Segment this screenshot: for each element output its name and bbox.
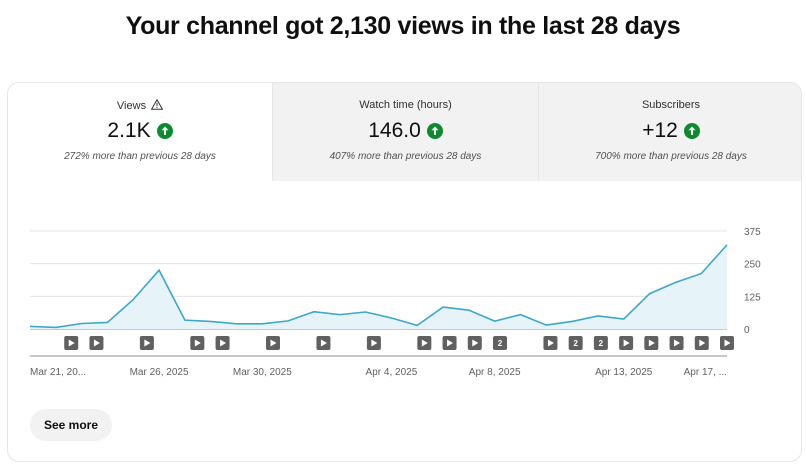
y-tick-label: 125: [744, 292, 761, 303]
page-headline: Your channel got 2,130 views in the last…: [125, 12, 681, 40]
video-marker-count: 2: [599, 339, 604, 348]
trend-up-icon: [683, 123, 700, 139]
x-tick-label: Mar 30, 2025: [233, 367, 292, 378]
tab-views-title: Views: [8, 99, 272, 112]
x-tick-label: Apr 8, 2025: [469, 367, 521, 378]
y-tick-label: 0: [744, 325, 750, 336]
play-icon: [93, 339, 100, 347]
play-icon: [447, 339, 454, 347]
video-marker: [593, 336, 608, 350]
play-icon: [220, 339, 227, 347]
video-marker-count: 2: [498, 339, 503, 348]
play-icon: [421, 339, 428, 347]
metric-tabs: Views 2.1K 272% more than previous 28 da…: [8, 83, 801, 181]
play-icon: [194, 339, 201, 347]
trend-up-icon: [156, 123, 173, 139]
tab-subscribers[interactable]: Subscribers +12 700% more than previous …: [538, 83, 801, 181]
tab-watch-time-comparison: 407% more than previous 28 days: [329, 151, 482, 162]
trend-up-icon: [426, 123, 443, 139]
x-tick-label: Apr 17, ...: [684, 367, 727, 378]
play-icon: [648, 339, 655, 347]
analytics-card: Views 2.1K 272% more than previous 28 da…: [7, 82, 802, 462]
play-icon: [724, 339, 731, 347]
video-marker: [568, 336, 583, 350]
play-icon: [699, 339, 706, 347]
y-tick-label: 375: [744, 227, 761, 238]
play-icon: [320, 339, 327, 347]
play-icon: [144, 339, 151, 347]
tab-watch-time-value: 146.0: [368, 119, 421, 142]
play-icon: [472, 339, 479, 347]
y-tick-label: 250: [744, 260, 761, 271]
video-marker-count: 2: [573, 339, 578, 348]
tab-views-value: 2.1K: [107, 119, 151, 142]
play-icon: [270, 339, 277, 347]
tab-watch-time-title: Watch time (hours): [359, 99, 452, 111]
views-chart-svg: 375 250 125 0 2 2 2 Mar 21, 20... Mar 26, 2025 Ma…: [29, 227, 761, 378]
area-fill: [30, 244, 727, 329]
tab-subscribers-title: Subscribers: [641, 99, 701, 111]
x-tick-label: Apr 13, 2025: [595, 367, 653, 378]
x-tick-label: Apr 4, 2025: [366, 367, 418, 378]
tab-watch-time[interactable]: Watch time (hours) 146.0 407% more than …: [272, 83, 538, 181]
x-tick-label: Mar 26, 2025: [130, 367, 189, 378]
play-icon: [674, 339, 681, 347]
warning-icon: [151, 99, 164, 110]
tab-views[interactable]: Views 2.1K 272% more than previous 28 da…: [8, 83, 272, 181]
video-marker: [493, 336, 507, 350]
tab-subscribers-comparison: 700% more than previous 28 days: [595, 151, 747, 162]
series-line-views: [29, 244, 728, 329]
see-more-button[interactable]: See more: [30, 409, 113, 441]
views-chart: 375 250 125 0 2 2 2 Mar 21, 20... Mar 26, 2025 Ma…: [8, 181, 801, 391]
x-tick-label: Mar 21, 20...: [30, 367, 86, 378]
play-icon: [371, 339, 378, 347]
play-icon: [547, 339, 554, 347]
play-icon: [68, 339, 75, 347]
tab-subscribers-value: +12: [642, 119, 678, 142]
tab-views-comparison: 272% more than previous 28 days: [64, 151, 216, 162]
play-icon: [623, 339, 630, 347]
